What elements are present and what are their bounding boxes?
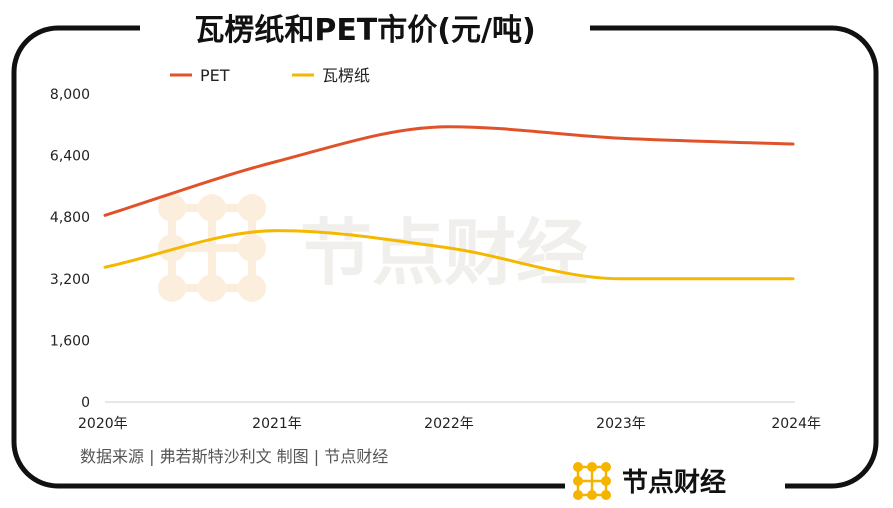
y-tick-label: 0 <box>81 395 90 411</box>
x-tick-label: 2024年 <box>771 416 821 432</box>
legend-label-paper: 瓦楞纸 <box>322 66 370 85</box>
chart-title: 瓦楞纸和PET市价(元/吨) <box>194 13 535 48</box>
x-tick-label: 2021年 <box>252 416 302 432</box>
watermark-text: 节点财经 <box>300 211 588 295</box>
x-tick-label: 2023年 <box>596 416 646 432</box>
y-tick-label: 3,200 <box>50 272 90 288</box>
y-tick-label: 6,400 <box>50 149 90 165</box>
x-tick-label: 2020年 <box>78 416 128 432</box>
x-axis: 2020年 2021年 2022年 2023年 2024年 <box>78 416 821 432</box>
brand-backdrop <box>565 465 785 507</box>
series-layer <box>103 125 795 281</box>
y-tick-label: 4,800 <box>50 210 90 226</box>
watermark: 节点财经 <box>158 194 588 302</box>
source-text: 数据来源 | 弗若斯特沙利文 制图 | 节点财经 <box>80 447 388 466</box>
legend: PET 瓦楞纸 <box>170 66 370 85</box>
legend-label-pet: PET <box>200 66 230 85</box>
watermark-logo-icon <box>158 194 266 302</box>
brand-name: 节点财经 <box>622 467 726 498</box>
y-tick-label: 1,600 <box>50 333 90 349</box>
y-tick-label: 8,000 <box>50 87 90 103</box>
y-axis: 0 1,600 3,200 4,800 6,400 8,000 <box>50 87 90 411</box>
title-backdrop <box>140 5 590 49</box>
brand: 节点财经 <box>573 462 726 500</box>
x-tick-label: 2022年 <box>424 416 474 432</box>
brand-logo-icon <box>573 462 611 500</box>
